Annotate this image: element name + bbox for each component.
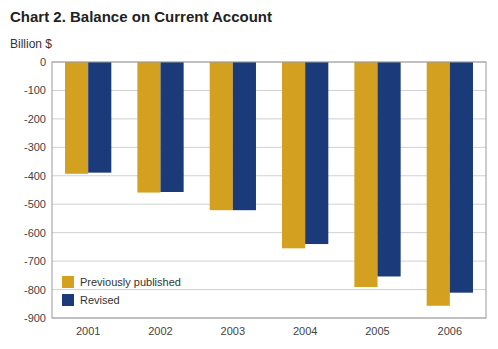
y-tick-label: -800 xyxy=(24,284,46,296)
x-tick-label: 2001 xyxy=(76,325,100,337)
bar xyxy=(305,62,328,244)
bar xyxy=(427,62,450,306)
y-tick-label: -100 xyxy=(24,84,46,96)
x-tick-label: 2005 xyxy=(365,325,389,337)
bar xyxy=(354,62,377,287)
bar xyxy=(137,62,160,193)
legend-label: Revised xyxy=(80,294,120,306)
bar xyxy=(161,62,184,192)
y-tick-label: -600 xyxy=(24,227,46,239)
y-tick-label: 0 xyxy=(40,56,46,68)
chart-container: Chart 2. Balance on Current Account Billi… xyxy=(0,0,498,349)
legend-swatch xyxy=(62,276,74,288)
bar xyxy=(65,62,88,174)
y-tick-label: -300 xyxy=(24,141,46,153)
grid-line xyxy=(52,175,486,176)
x-tick-label: 2006 xyxy=(438,325,462,337)
bar xyxy=(450,62,473,293)
grid-line xyxy=(52,204,486,205)
y-tick-label: -700 xyxy=(24,255,46,267)
x-tick-label: 2004 xyxy=(293,325,317,337)
grid-line xyxy=(52,289,486,290)
grid-line xyxy=(52,261,486,262)
plot-frame xyxy=(52,62,486,318)
bar xyxy=(210,62,233,210)
bar xyxy=(282,62,305,248)
grid-line xyxy=(52,232,486,233)
y-tick-label: -200 xyxy=(24,113,46,125)
grid-line xyxy=(52,90,486,91)
legend: Previously published Revised xyxy=(62,276,181,306)
x-tick-label: 2003 xyxy=(221,325,245,337)
y-axis-label: Billion $ xyxy=(10,37,52,51)
y-tick-label: -400 xyxy=(24,170,46,182)
grid xyxy=(52,62,486,318)
y-tick-label: -900 xyxy=(24,312,46,324)
bar xyxy=(88,62,111,173)
x-tick-label: 2002 xyxy=(148,325,172,337)
grid-line xyxy=(52,147,486,148)
legend-swatch xyxy=(62,294,74,306)
chart-svg: Chart 2. Balance on Current Account Billi… xyxy=(0,0,498,349)
bar xyxy=(233,62,256,210)
bar xyxy=(378,62,401,276)
y-tick-label: -500 xyxy=(24,198,46,210)
title: Chart 2. Balance on Current Account xyxy=(10,8,272,25)
bars xyxy=(65,62,473,306)
grid-line xyxy=(52,118,486,119)
legend-label: Previously published xyxy=(80,276,181,288)
